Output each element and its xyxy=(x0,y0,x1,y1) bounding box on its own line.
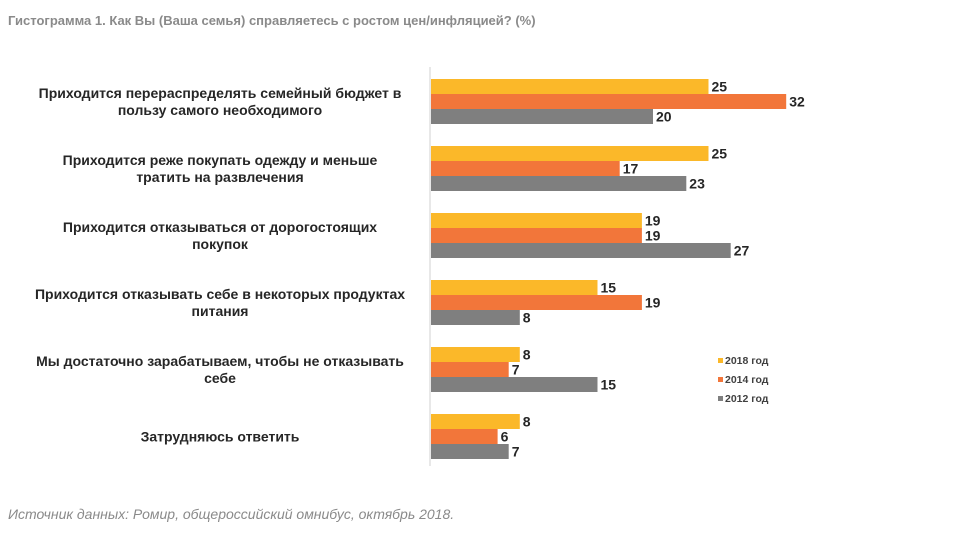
data-label: 20 xyxy=(656,109,672,125)
category-label: Приходится реже покупать одежду и меньше xyxy=(63,152,378,168)
data-label: 15 xyxy=(601,377,617,393)
chart: Приходится перераспределять семейный бюд… xyxy=(35,67,805,466)
data-label: 25 xyxy=(712,146,728,162)
bars xyxy=(431,79,787,459)
bar xyxy=(431,362,509,377)
data-label: 8 xyxy=(523,347,531,363)
legend-swatch xyxy=(718,377,723,382)
category-label: тратить на развлечения xyxy=(136,169,303,185)
category-label: Приходится перераспределять семейный бюд… xyxy=(39,85,402,101)
bar xyxy=(431,295,642,310)
bar xyxy=(431,79,709,94)
bar xyxy=(431,444,509,459)
bar xyxy=(431,146,709,161)
category-label: покупок xyxy=(192,236,249,252)
category-label: питания xyxy=(192,303,249,319)
data-label: 7 xyxy=(512,444,520,460)
legend-label: 2012 год xyxy=(725,393,769,405)
data-label: 8 xyxy=(523,310,531,326)
bar xyxy=(431,243,731,258)
legend-label: 2014 год xyxy=(725,374,769,386)
bar xyxy=(431,176,687,191)
legend: 2018 год 2014 год 2012 год xyxy=(718,355,769,405)
category-label: пользу самого необходимого xyxy=(118,102,322,118)
data-label: 32 xyxy=(789,94,805,110)
data-label: 15 xyxy=(601,280,617,296)
category-label: себе xyxy=(204,370,236,386)
category-label: Затрудняюсь ответить xyxy=(141,429,300,445)
data-label: 19 xyxy=(645,295,661,311)
data-label: 19 xyxy=(645,213,661,229)
data-label: 23 xyxy=(689,176,705,192)
legend-swatch xyxy=(718,396,723,401)
data-label: 27 xyxy=(734,243,750,259)
bar xyxy=(431,414,520,429)
bar xyxy=(431,213,642,228)
legend-swatch xyxy=(718,358,723,363)
bar xyxy=(431,228,642,243)
category-label: Приходится отказывать себе в некоторых п… xyxy=(35,286,405,302)
bar xyxy=(431,161,620,176)
data-label: 19 xyxy=(645,228,661,244)
category-label: Мы достаточно зарабатываем, чтобы не отк… xyxy=(36,353,404,369)
data-label: 17 xyxy=(623,161,639,177)
data-label: 25 xyxy=(712,79,728,95)
bar xyxy=(431,94,787,109)
bar xyxy=(431,377,598,392)
bar xyxy=(431,280,598,295)
category-labels: Приходится перераспределять семейный бюд… xyxy=(35,85,405,445)
bar xyxy=(431,429,498,444)
data-label: 7 xyxy=(512,362,520,378)
bar xyxy=(431,109,653,124)
bar xyxy=(431,347,520,362)
bar xyxy=(431,310,520,325)
category-label: Приходится отказываться от дорогостоящих xyxy=(63,219,377,235)
data-label: 6 xyxy=(501,429,509,445)
data-label: 8 xyxy=(523,414,531,430)
source-note: Источник данных: Ромир, общероссийский о… xyxy=(8,506,455,522)
page-title: Гистограмма 1. Как Вы (Ваша семья) справ… xyxy=(8,13,536,28)
legend-label: 2018 год xyxy=(725,355,769,367)
